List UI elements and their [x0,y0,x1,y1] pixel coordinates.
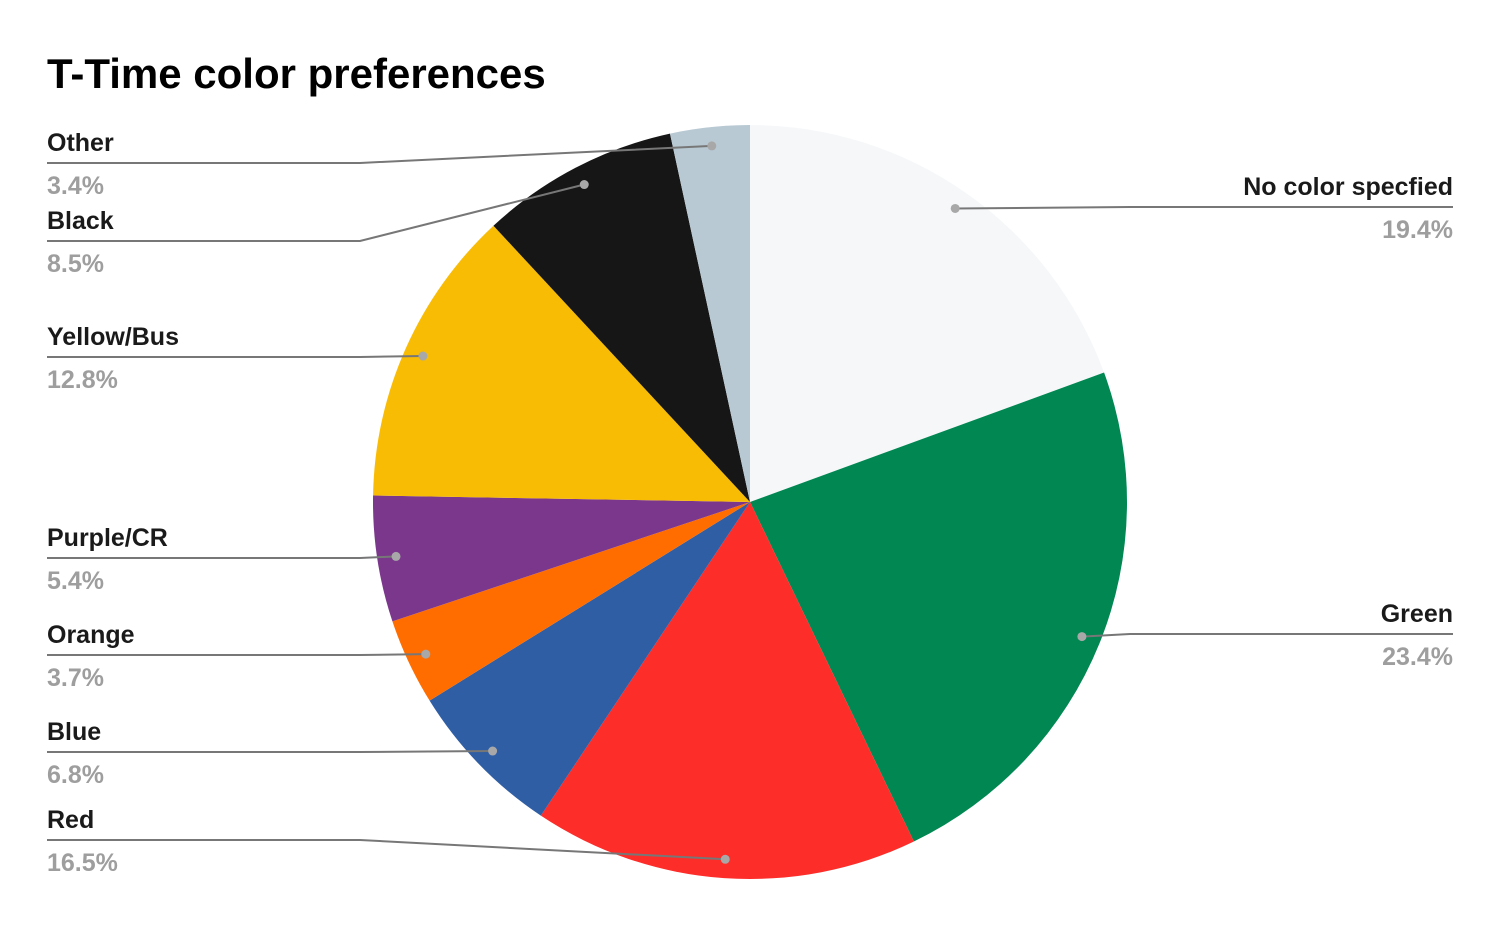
slice-label: Other [47,129,114,157]
pie-slice [540,502,914,880]
slice-value-label: 6.8% [47,761,104,789]
leader-line [47,355,423,358]
slice-label: Green [1381,600,1453,628]
leader-line [47,750,493,753]
pie-slice [373,225,750,502]
leader-dot [707,141,717,151]
leader-dot [488,746,498,756]
leader-line [47,183,585,242]
leader-dot [950,203,960,213]
pie-slice [750,372,1127,842]
slice-value-label: 23.4% [1382,643,1453,671]
slice-value-label: 12.8% [47,366,118,394]
leader-line [47,653,426,656]
leader-line [47,144,712,164]
slice-label: Blue [47,718,101,746]
pie-slice [493,133,750,502]
leader-dot [421,649,431,659]
chart-title: T-Time color preferences [47,50,546,97]
slice-value-label: 16.5% [47,849,118,877]
slice-value-label: 3.7% [47,664,104,692]
leader-dot [1077,632,1087,642]
pie-slice [373,495,750,622]
slice-label: Orange [47,621,135,649]
leader-line [1081,633,1453,638]
leader-line [955,206,1453,210]
slice-label: Red [47,806,94,834]
slice-value-label: 5.4% [47,567,104,595]
pie-slice [429,502,750,816]
slice-value-label: 19.4% [1382,216,1453,244]
slice-label: Black [47,207,114,235]
leader-dot [579,180,589,190]
leader-dot [418,351,428,361]
slice-label: Purple/CR [47,524,168,552]
pie-slice [750,125,1105,502]
leader-dot [391,551,401,561]
slice-label: Yellow/Bus [47,323,179,351]
slice-value-label: 3.4% [47,172,104,200]
leader-line [47,555,397,559]
leader-line [47,839,726,861]
pie-slice [392,502,750,701]
slice-label: No color specfied [1243,173,1453,201]
slice-value-label: 8.5% [47,250,104,278]
pie-slice [669,125,750,502]
leader-dot [720,854,730,864]
